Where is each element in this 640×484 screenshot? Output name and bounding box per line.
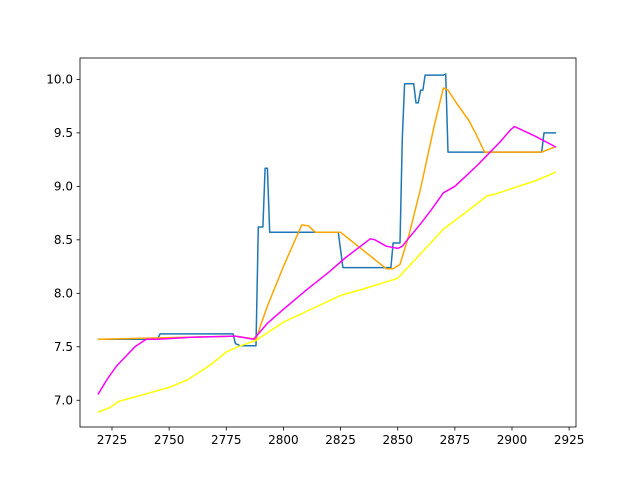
series-line-1 xyxy=(97,73,557,347)
series-line-2 xyxy=(97,87,557,341)
y-tick-label: 10.0 xyxy=(46,72,73,86)
y-tick-label: 7.0 xyxy=(54,393,73,407)
y-tick-label: 9.0 xyxy=(54,179,73,193)
y-tick-label: 8.5 xyxy=(54,233,73,247)
y-tick-label: 8.0 xyxy=(54,286,73,300)
y-tick-label: 7.5 xyxy=(54,340,73,354)
series-line-4 xyxy=(97,171,557,413)
series-layer xyxy=(97,73,557,413)
x-tick-label: 2925 xyxy=(554,433,585,447)
y-tick-label: 9.5 xyxy=(54,126,73,140)
x-tick-label: 2750 xyxy=(154,433,185,447)
x-axis: 2725 2750 2775 2800 2825 2850 2875 2900 2925 xyxy=(97,427,585,447)
x-tick-label: 2825 xyxy=(325,433,356,447)
y-axis: 7.0 7.5 8.0 8.5 9.0 9.5 10.0 xyxy=(46,72,80,407)
x-tick-label: 2800 xyxy=(268,433,299,447)
x-tick-label: 2875 xyxy=(440,433,471,447)
x-tick-label: 2725 xyxy=(97,433,128,447)
x-tick-label: 2775 xyxy=(211,433,242,447)
x-tick-label: 2850 xyxy=(382,433,413,447)
x-tick-label: 2900 xyxy=(497,433,528,447)
series-line-3 xyxy=(97,125,557,395)
plot-area-frame xyxy=(79,57,577,428)
